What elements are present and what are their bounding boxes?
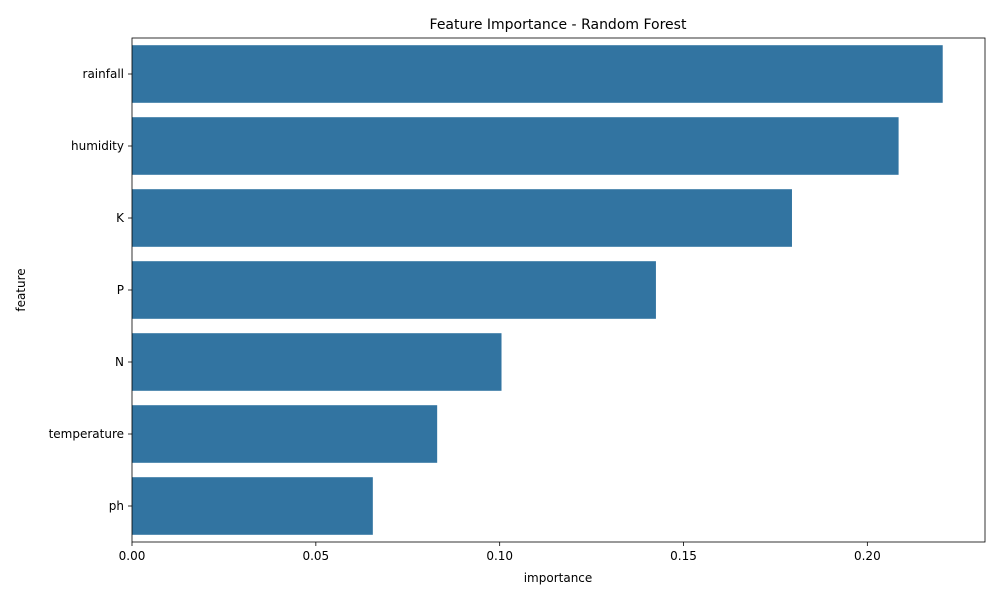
x-tick-label: 0.15 [670,549,697,563]
y-axis-label: feature [14,268,28,311]
bar-temperature [132,405,438,463]
axes-spines [131,37,986,543]
y-tick-label: humidity [71,139,124,153]
bar-rainfall [132,45,943,103]
chart-title: Feature Importance - Random Forest [430,17,687,33]
bar-p [132,261,656,319]
plot-frame [131,37,986,543]
x-axis-label: importance [524,571,593,585]
y-tick-label: rainfall [83,67,124,81]
y-tick-label: temperature [49,427,124,441]
x-tick-label: 0.10 [486,549,513,563]
x-tick-label: 0.05 [302,549,329,563]
x-axis-ticks: 0.00 0.05 0.10 0.15 0.20 [119,542,881,563]
bars-layer [132,45,943,535]
y-tick-label: K [116,211,125,225]
x-tick-label: 0.00 [119,549,146,563]
y-tick-label: N [115,355,124,369]
bar-humidity [132,117,899,175]
y-tick-label: P [117,283,124,297]
y-tick-label: ph [109,499,124,513]
bar-ph [132,477,373,535]
bar-n [132,333,502,391]
x-tick-label: 0.20 [854,549,881,563]
bar-k [132,189,792,247]
